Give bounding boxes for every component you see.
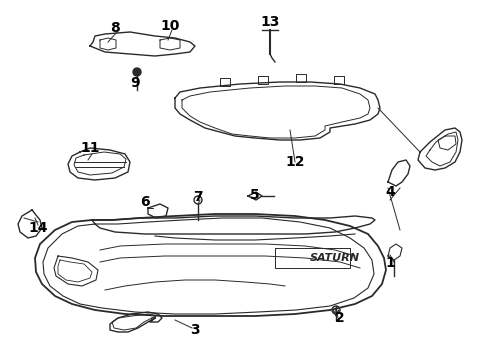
Text: 4: 4 (385, 185, 395, 199)
Text: 7: 7 (193, 190, 203, 204)
Text: SATURN: SATURN (310, 253, 360, 263)
Text: 11: 11 (80, 141, 100, 155)
Text: 2: 2 (335, 311, 345, 325)
Text: 10: 10 (160, 19, 180, 33)
Text: 9: 9 (130, 76, 140, 90)
Text: 12: 12 (285, 155, 305, 169)
Text: 1: 1 (385, 256, 395, 270)
Text: 14: 14 (28, 221, 48, 235)
Circle shape (133, 68, 141, 76)
Text: 5: 5 (250, 188, 260, 202)
Text: 8: 8 (110, 21, 120, 35)
Text: 3: 3 (190, 323, 200, 337)
Text: 13: 13 (260, 15, 280, 29)
Text: 6: 6 (140, 195, 150, 209)
